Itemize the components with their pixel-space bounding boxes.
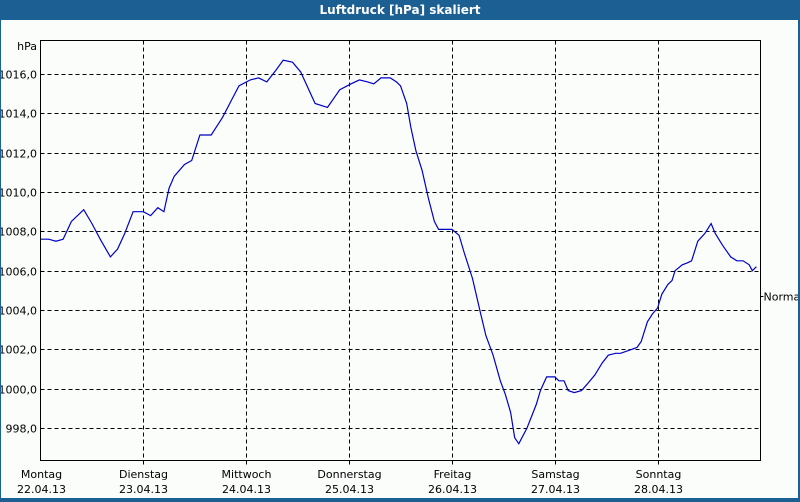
plot-area-border [40,40,761,461]
chart-canvas: 998,0 1000,0 1002,0 1004,0 1006,0 1008,0 1010,… [0,20,800,498]
y-tick-label: 1004,0 [1,305,37,318]
y-tick-label: 1014,0 [1,108,37,121]
y-tick-label: 1012,0 [1,148,37,161]
y-tick-label: 1000,0 [1,384,37,397]
pressure-series-line [40,59,757,445]
y-tick-label: 1008,0 [1,226,37,239]
x-tick-day-label: Dienstag [119,468,168,481]
y-tick-label: 1010,0 [1,187,37,200]
y-tick-label: 1006,0 [1,266,37,279]
x-tick-day-label: Montag [21,468,62,481]
x-tick-day-label: Mittwoch [222,468,272,481]
x-tick-date-label: 24.04.13 [222,483,271,496]
pressure-line-chart: 998,0 1000,0 1002,0 1004,0 1006,0 1008,0 1010,… [0,40,800,496]
grid-lines [40,40,761,467]
y-tick-label: 1016,0 [1,69,37,82]
x-tick-day-label: Samstag [531,468,579,481]
x-tick-date-label: 28.04.13 [634,483,683,496]
normal-annotation: Normal [760,291,800,304]
chart-title: Luftdruck [hPa] skaliert [319,3,481,17]
y-axis: 998,0 1000,0 1002,0 1004,0 1006,0 1008,0 1010,… [0,40,38,436]
x-tick-day-label: Freitag [434,468,472,481]
x-tick-date-label: 22.04.13 [17,483,66,496]
x-tick-day-label: Sonntag [636,468,682,481]
normal-label: Normal [764,291,799,304]
x-tick-date-label: 27.04.13 [531,483,580,496]
x-tick-day-label: Donnerstag [317,468,381,481]
x-tick-date-label: 23.04.13 [119,483,168,496]
y-axis-unit-label: hPa [17,40,37,53]
x-tick-date-label: 25.04.13 [325,483,374,496]
x-tick-date-label: 26.04.13 [428,483,477,496]
y-tick-label: 998,0 [6,423,38,436]
x-axis: Montag 22.04.13 Dienstag 23.04.13 Mittwoch 24… [17,468,683,496]
y-tick-label: 1002,0 [1,344,37,357]
